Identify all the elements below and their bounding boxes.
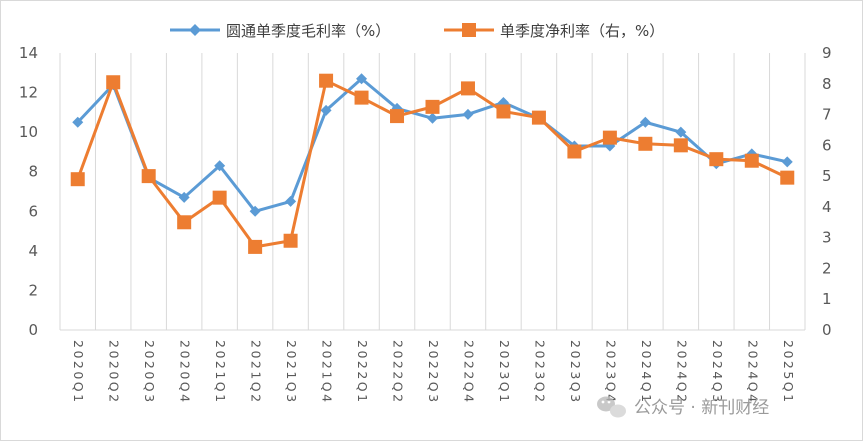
y-right-tick-label: 6 — [822, 136, 832, 154]
x-tick-label: 2022Q2 — [391, 340, 406, 405]
y-left-tick-label: 10 — [19, 123, 38, 141]
x-tick-label: 2021Q1 — [213, 340, 228, 405]
data-point-square — [106, 75, 121, 90]
y-left-tick-label: 0 — [28, 321, 38, 339]
data-point-diamond — [462, 108, 474, 120]
data-point-diamond — [72, 116, 84, 128]
x-tick-label: 2022Q4 — [461, 340, 476, 405]
data-point-square — [744, 153, 759, 168]
x-tick-label: 2022Q1 — [355, 340, 370, 405]
legend-item-gross-margin: 圆通单季度毛利率（%） — [170, 22, 390, 40]
series-net-margin — [70, 73, 795, 254]
data-point-square — [638, 136, 653, 151]
data-point-diamond — [427, 112, 438, 124]
data-point-diamond — [285, 195, 297, 207]
data-point-diamond — [675, 126, 687, 138]
data-point-square — [531, 110, 546, 125]
data-point-square — [283, 233, 298, 248]
watermark-text: 公众号 · 新刊财经 — [634, 398, 769, 418]
y-right-tick-label: 4 — [822, 198, 832, 216]
x-tick-label: 2022Q3 — [426, 340, 441, 405]
y-right-tick-label: 5 — [822, 167, 832, 185]
x-tick-label: 2020Q3 — [142, 340, 157, 405]
grid — [59, 53, 806, 330]
series — [70, 73, 795, 254]
legend-label-gross-margin: 圆通单季度毛利率（%） — [226, 22, 390, 40]
x-tick-label: 2021Q3 — [284, 340, 299, 405]
legend-marker-diamond — [189, 24, 201, 36]
y-right-tick-label: 1 — [822, 290, 832, 308]
data-point-square — [390, 109, 405, 124]
y-left-tick-label: 12 — [19, 84, 38, 102]
data-point-square — [602, 130, 617, 145]
x-tick-label: 2023Q2 — [532, 340, 547, 405]
data-point-square — [248, 239, 263, 254]
data-point-square — [496, 104, 511, 119]
data-point-square — [673, 138, 688, 153]
x-tick-label: 2023Q3 — [568, 340, 583, 405]
y-left-tick-label: 4 — [28, 242, 38, 260]
x-tick-label: 2025Q1 — [781, 340, 796, 405]
x-tick-label: 2024Q1 — [639, 340, 654, 405]
data-point-square — [354, 90, 369, 105]
y-right-tick-label: 9 — [822, 44, 832, 62]
y-right-tick-label: 8 — [822, 75, 832, 93]
x-tick-label: 2024Q2 — [674, 340, 689, 405]
data-point-square — [70, 172, 85, 187]
data-point-square — [177, 215, 192, 230]
legend: 圆通单季度毛利率（%） 单季度净利率（右，%） — [170, 22, 664, 40]
data-point-diamond — [214, 160, 226, 172]
data-point-diamond — [356, 73, 368, 85]
data-point-square — [425, 99, 440, 114]
legend-label-net-margin: 单季度净利率（右，%） — [500, 22, 664, 40]
x-tick-label: 2021Q4 — [320, 340, 335, 405]
y-right-tick-label: 2 — [822, 259, 832, 277]
x-tick-label: 2021Q2 — [249, 340, 264, 405]
data-point-square — [709, 152, 724, 167]
x-tick-label: 2023Q4 — [603, 340, 618, 405]
y-left-tick-label: 6 — [28, 202, 38, 220]
y-left-tick-label: 2 — [28, 281, 38, 299]
data-point-diamond — [249, 205, 261, 217]
x-tick-label: 2020Q2 — [107, 340, 122, 405]
data-point-square — [780, 170, 795, 185]
x-tick-label: 2023Q1 — [497, 340, 512, 405]
y-right-tick-label: 0 — [822, 321, 832, 339]
x-tick-label: 2020Q1 — [71, 340, 86, 405]
y-left-tick-label: 14 — [19, 44, 38, 62]
legend-item-net-margin: 单季度净利率（右，%） — [444, 22, 664, 40]
x-tick-label: 2024Q4 — [745, 340, 760, 405]
legend-marker-square — [462, 23, 476, 37]
x-tick-label: 2020Q4 — [178, 340, 193, 405]
data-point-diamond — [639, 116, 651, 128]
data-point-diamond — [178, 191, 190, 203]
data-point-square — [567, 144, 582, 159]
data-point-square — [212, 190, 227, 205]
data-point-square — [319, 73, 334, 88]
data-point-square — [460, 81, 475, 96]
wechat-icon — [597, 396, 626, 418]
data-point-diamond — [781, 156, 793, 168]
watermark: 公众号 · 新刊财经 — [597, 396, 769, 418]
x-tick-label: 2024Q3 — [710, 340, 725, 405]
y-left-tick-label: 8 — [28, 163, 38, 181]
y-right-tick-label: 7 — [822, 106, 832, 124]
data-point-diamond — [320, 104, 332, 116]
data-point-square — [141, 169, 156, 184]
y-right-tick-label: 3 — [822, 229, 832, 247]
